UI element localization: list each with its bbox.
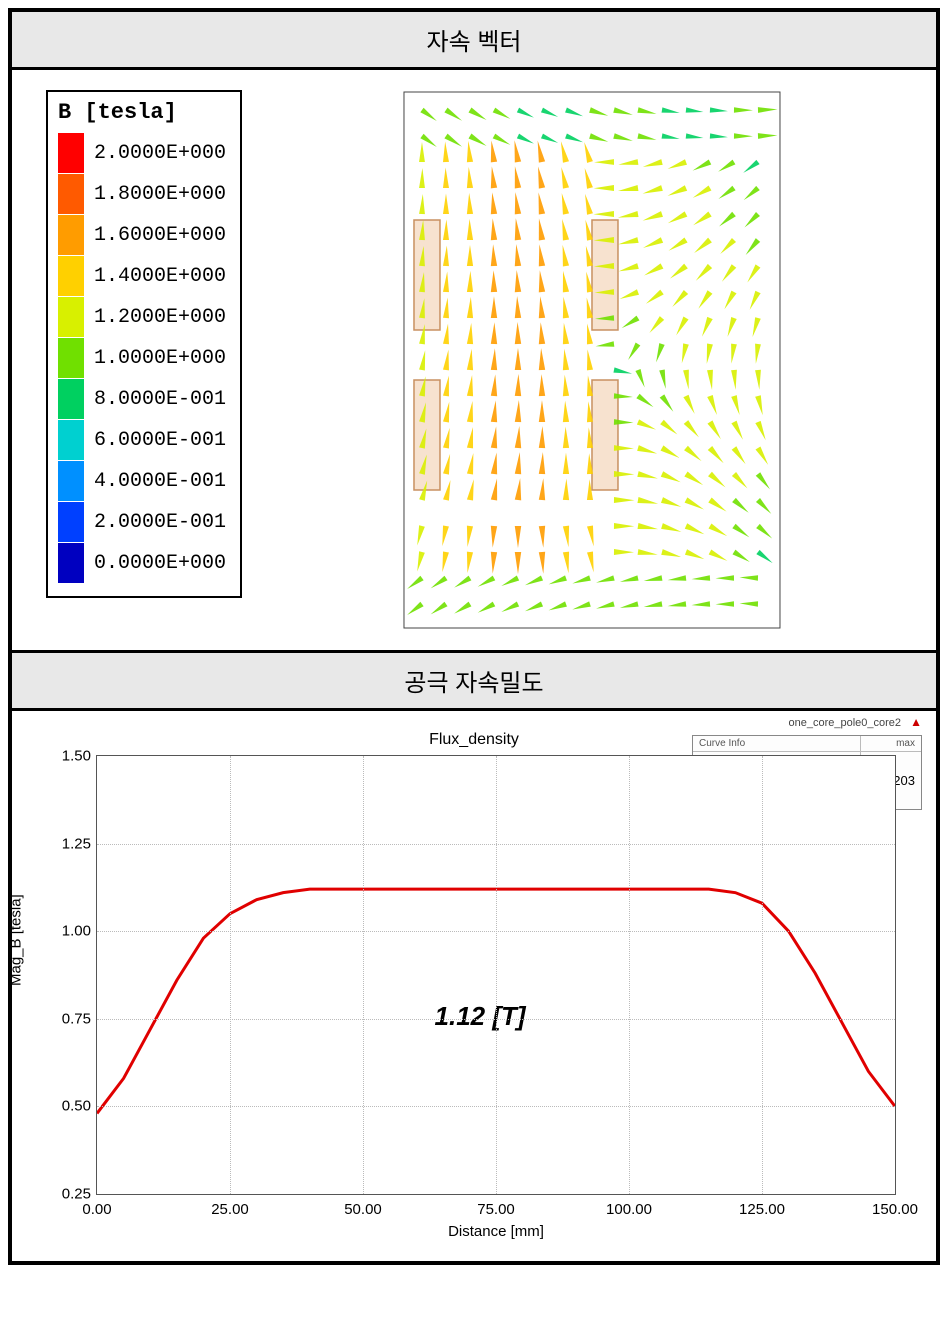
ytick-label: 0.25 <box>49 1186 91 1203</box>
section-header-vector-label: 자속 벡터 <box>427 29 522 56</box>
legend-swatch <box>58 215 84 255</box>
xtick-label: 50.00 <box>344 1201 382 1218</box>
legend-entries: 2.0000E+000 1.8000E+000 1.6000E+000 1.4000E… <box>58 133 226 583</box>
vector-field-plot <box>272 90 912 630</box>
ytick-label: 1.50 <box>49 748 91 765</box>
legend-swatch <box>58 543 84 583</box>
xtick-label: 150.00 <box>872 1201 918 1218</box>
legend-swatch <box>58 379 84 419</box>
section-header-density: 공극 자속밀도 <box>12 650 936 711</box>
xtick-label: 100.00 <box>606 1201 652 1218</box>
figure-frame: 자속 벡터 B [tesla] 2.0000E+000 1.8000E+000 1.… <box>8 8 940 1265</box>
legend-value: 1.6000E+000 <box>94 224 226 247</box>
legend-row: 2.0000E-001 <box>58 502 226 542</box>
legend-swatch <box>58 133 84 173</box>
legend-value: 2.0000E-001 <box>94 511 226 534</box>
legend-value: 8.0000E-001 <box>94 388 226 411</box>
legend-row: 1.0000E+000 <box>58 338 226 378</box>
y-axis-label: Mag_B [tesla] <box>8 894 25 986</box>
legend-row: 4.0000E-001 <box>58 461 226 501</box>
legend-swatch <box>58 256 84 296</box>
legend-swatch <box>58 420 84 460</box>
legend-value: 1.2000E+000 <box>94 306 226 329</box>
ytick-label: 1.00 <box>49 923 91 940</box>
flux-density-chart: Flux_density one_core_pole0_core2 ▲ Curv… <box>12 711 936 1261</box>
xtick-label: 125.00 <box>739 1201 785 1218</box>
legend-title: B [tesla] <box>58 100 226 125</box>
legend-value: 6.0000E-001 <box>94 429 226 452</box>
section-header-vector: 자속 벡터 <box>12 12 936 70</box>
ytick-label: 0.50 <box>49 1098 91 1115</box>
legend-value: 0.0000E+000 <box>94 552 226 575</box>
legend-swatch <box>58 461 84 501</box>
legend-row: 1.4000E+000 <box>58 256 226 296</box>
section-header-density-label: 공극 자속밀도 <box>404 670 543 697</box>
legend-value: 1.4000E+000 <box>94 265 226 288</box>
xtick-label: 75.00 <box>477 1201 515 1218</box>
ytick-label: 0.75 <box>49 1010 91 1027</box>
info-header-curve: Curve Info <box>693 736 861 751</box>
legend-value: 1.0000E+000 <box>94 347 226 370</box>
ytick-label: 1.25 <box>49 835 91 852</box>
legend-value: 2.0000E+000 <box>94 142 226 165</box>
chart-caption-text: one_core_pole0_core2 <box>789 717 902 729</box>
info-header-max: max <box>861 736 921 751</box>
warning-icon: ▲ <box>910 715 922 729</box>
chart-caption: one_core_pole0_core2 ▲ <box>789 715 923 729</box>
value-annotation: 1.12 [T] <box>435 1001 526 1032</box>
gridline-v <box>230 756 231 1194</box>
legend-swatch <box>58 502 84 542</box>
plot-area: 1.12 [T] Distance [mm] 0.250.500.751.001… <box>96 755 896 1195</box>
legend-value: 4.0000E-001 <box>94 470 226 493</box>
x-axis-label: Distance [mm] <box>448 1223 544 1240</box>
gridline-v <box>496 756 497 1194</box>
gridline-v <box>629 756 630 1194</box>
gridline-v <box>363 756 364 1194</box>
legend-swatch <box>58 338 84 378</box>
legend-row: 1.6000E+000 <box>58 215 226 255</box>
xtick-label: 25.00 <box>211 1201 249 1218</box>
legend-row: 1.8000E+000 <box>58 174 226 214</box>
legend-value: 1.8000E+000 <box>94 183 226 206</box>
gridline-v <box>762 756 763 1194</box>
legend-row: 2.0000E+000 <box>58 133 226 173</box>
legend-swatch <box>58 174 84 214</box>
legend-row: 0.0000E+000 <box>58 543 226 583</box>
legend-swatch <box>58 297 84 337</box>
color-legend: B [tesla] 2.0000E+000 1.8000E+000 1.6000E+… <box>46 90 242 598</box>
xtick-label: 0.00 <box>82 1201 111 1218</box>
legend-row: 1.2000E+000 <box>58 297 226 337</box>
legend-row: 8.0000E-001 <box>58 379 226 419</box>
vector-panel: B [tesla] 2.0000E+000 1.8000E+000 1.6000E+… <box>12 70 936 650</box>
legend-row: 6.0000E-001 <box>58 420 226 460</box>
